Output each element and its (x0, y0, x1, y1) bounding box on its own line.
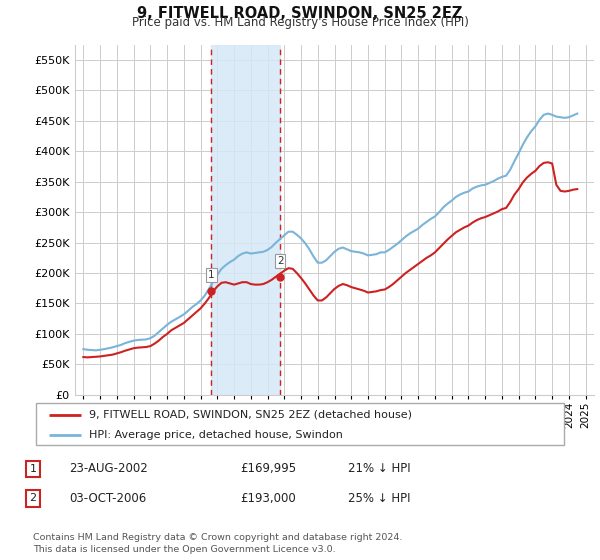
Text: 9, FITWELL ROAD, SWINDON, SN25 2EZ (detached house): 9, FITWELL ROAD, SWINDON, SN25 2EZ (deta… (89, 410, 412, 420)
Text: 25% ↓ HPI: 25% ↓ HPI (348, 492, 410, 505)
Bar (211, 45, 280, 395)
Text: 2: 2 (29, 493, 37, 503)
FancyBboxPatch shape (36, 403, 564, 445)
Text: 2: 2 (277, 256, 283, 267)
Text: 1: 1 (208, 270, 215, 281)
Text: Contains HM Land Registry data © Crown copyright and database right 2024.
This d: Contains HM Land Registry data © Crown c… (33, 533, 403, 554)
Text: 03-OCT-2006: 03-OCT-2006 (69, 492, 146, 505)
Text: £193,000: £193,000 (240, 492, 296, 505)
Text: HPI: Average price, detached house, Swindon: HPI: Average price, detached house, Swin… (89, 430, 343, 440)
Text: 23-AUG-2002: 23-AUG-2002 (69, 462, 148, 475)
Text: £169,995: £169,995 (240, 462, 296, 475)
Text: Price paid vs. HM Land Registry's House Price Index (HPI): Price paid vs. HM Land Registry's House … (131, 16, 469, 29)
Text: 1: 1 (29, 464, 37, 474)
Text: 21% ↓ HPI: 21% ↓ HPI (348, 462, 410, 475)
Text: 9, FITWELL ROAD, SWINDON, SN25 2EZ: 9, FITWELL ROAD, SWINDON, SN25 2EZ (137, 6, 463, 21)
